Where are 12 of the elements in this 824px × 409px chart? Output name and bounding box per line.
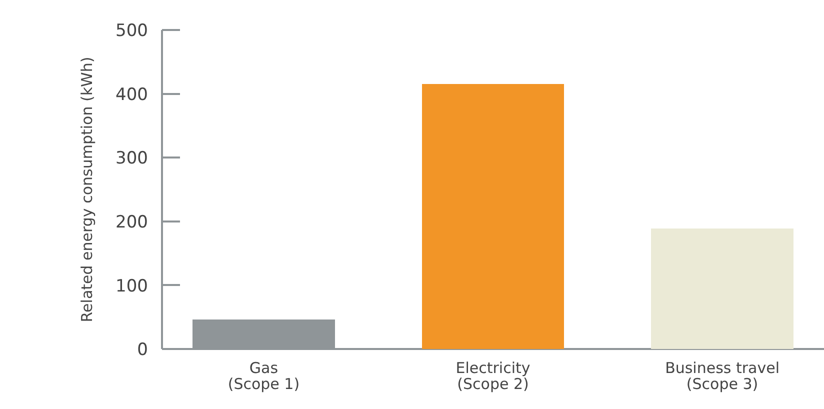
y-tick-label: 200 [116,212,148,233]
y-tick-label: 400 [116,84,148,105]
x-tick-label: Gas (Scope 1) [228,359,300,393]
bar [422,84,564,349]
y-tick-label: 500 [116,21,148,42]
x-tick-label: Electricity (Scope 2) [456,359,530,393]
y-tick-label: 100 [116,276,148,296]
y-axis-title: Related energy consumption (kWh) [78,56,96,322]
y-tick-label: 300 [116,148,148,169]
bar [651,228,794,349]
x-tick-label: Business travel (Scope 3) [665,359,780,393]
y-tick-label: 0 [137,340,148,360]
